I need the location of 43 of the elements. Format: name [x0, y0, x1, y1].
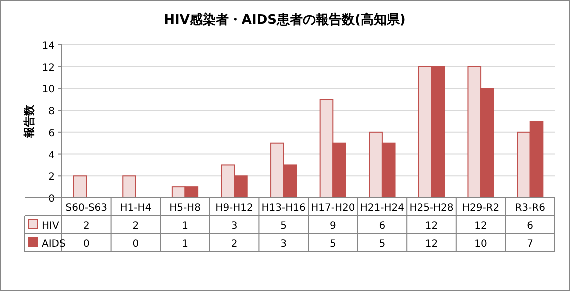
bar: [73, 176, 88, 198]
y-tick-label: 4: [48, 150, 55, 162]
y-tick-label: 12: [42, 62, 55, 74]
y-tick-label: 2: [48, 172, 55, 184]
data-label: 0: [83, 239, 90, 250]
x-tick-label: H9-H12: [216, 203, 254, 214]
x-tick-label: H17-H20: [311, 203, 356, 214]
data-label: 7: [527, 239, 534, 250]
data-label: 9: [330, 221, 336, 232]
data-label: 3: [280, 239, 288, 250]
x-tick-label: R3-R6: [515, 203, 546, 214]
x-tick-label: H13-H16: [262, 203, 306, 214]
data-label: 1: [182, 239, 188, 250]
data-label: 3: [231, 221, 238, 232]
data-label: 2: [83, 221, 90, 232]
chart-title: HIV感染者・AIDS患者の報告数(高知県): [164, 12, 406, 28]
data-label: 5: [379, 239, 386, 250]
y-tick-label: 10: [42, 84, 55, 96]
data-label: 5: [280, 221, 288, 232]
data-label: 0: [132, 239, 140, 250]
x-tick-label: H29-R2: [462, 203, 500, 214]
data-label: 5: [330, 239, 336, 250]
x-tick-label: H25-H28: [410, 203, 454, 214]
data-label: 12: [425, 239, 438, 250]
x-tick-label: H21-H24: [360, 203, 405, 214]
legend-label: HIV: [42, 221, 60, 232]
data-label: 10: [474, 239, 488, 250]
data-label: 2: [132, 221, 140, 232]
data-label: 1: [182, 221, 188, 232]
x-tick-label: S60-S63: [66, 203, 108, 214]
data-label: 6: [379, 221, 386, 232]
y-tick-label: 6: [48, 128, 55, 140]
data-label: 6: [527, 221, 534, 232]
data-label: 2: [231, 239, 238, 250]
y-axis-title: 報告数: [23, 104, 36, 139]
y-tick-label: 8: [48, 106, 55, 118]
x-tick-label: H1-H4: [120, 203, 152, 214]
x-tick-label: H5-H8: [170, 203, 201, 214]
bar: [122, 176, 136, 198]
data-label: 12: [425, 221, 438, 232]
y-tick-label: 14: [42, 41, 55, 52]
data-label: 12: [474, 221, 488, 232]
legend-label: AIDS: [42, 239, 66, 250]
